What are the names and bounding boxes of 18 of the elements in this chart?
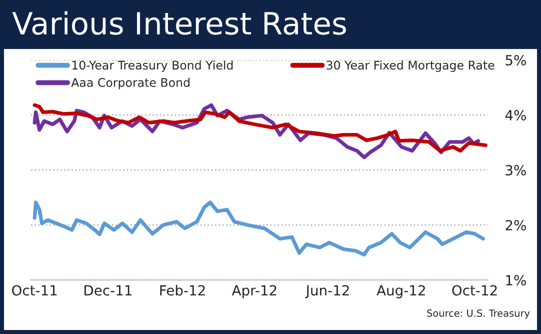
legend-label: 30 Year Fixed Mortgage Rate [326, 60, 494, 72]
x-tick-label: Dec-11 [84, 285, 132, 296]
line-series [32, 200, 485, 257]
y-tick-label: 3% [506, 164, 526, 176]
y-tick-label: 1% [506, 274, 526, 286]
y-tick-label: 2% [506, 220, 526, 230]
x-tick-label: Feb-12 [160, 284, 205, 296]
legend-label: Aaa Corporate Bond [71, 78, 190, 90]
x-tick-label: Oct-12 [452, 285, 497, 296]
x-tick-label: Apr-12 [232, 285, 276, 298]
chart-title: Various Interest Rates [12, 11, 346, 35]
x-tick-label: Oct-11 [12, 285, 57, 296]
y-tick-label: 5% [506, 54, 526, 66]
legend-label: 10-Year Treasury Bond Yield [72, 60, 233, 72]
x-tick-label: Aug-12 [376, 285, 425, 298]
source-note: Source: U.S. Treasury [427, 309, 530, 319]
y-tick-label: 4% [505, 110, 526, 120]
x-tick-label: Jun-12 [305, 285, 349, 298]
